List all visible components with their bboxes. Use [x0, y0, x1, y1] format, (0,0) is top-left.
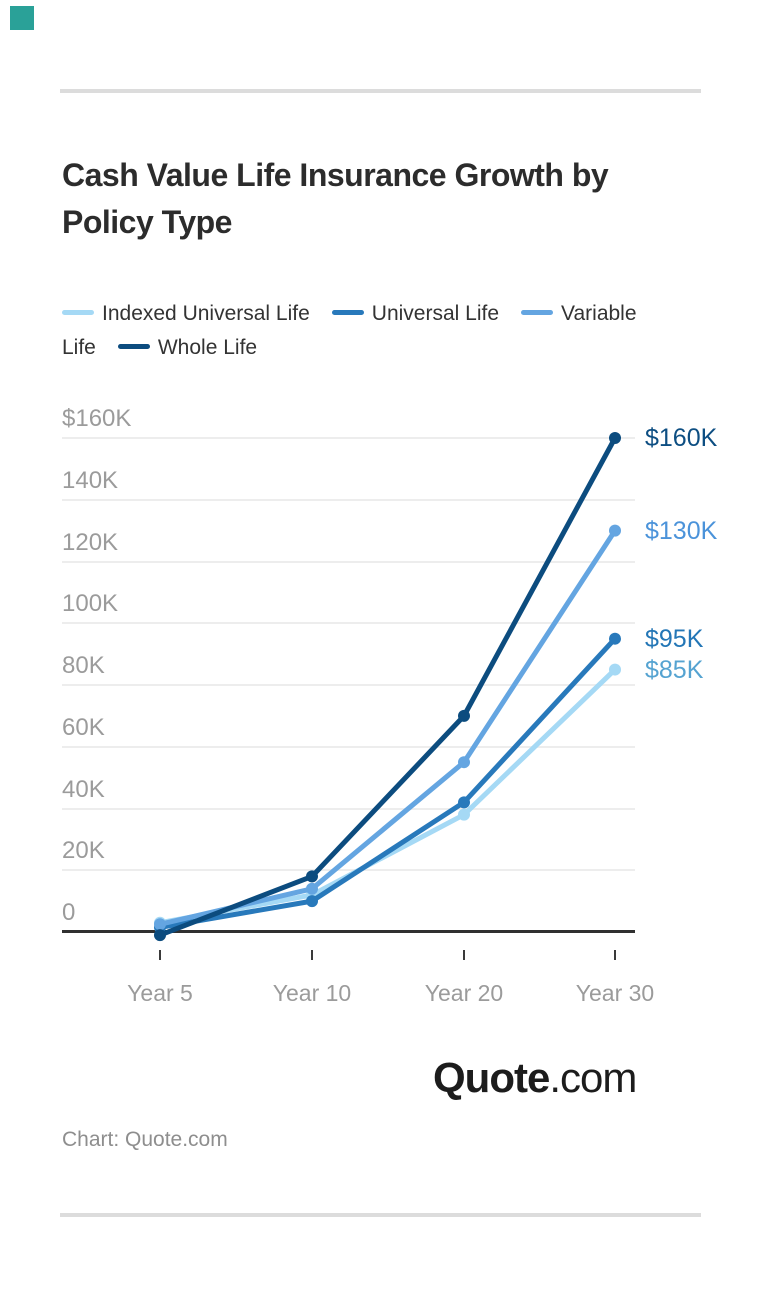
- legend-swatch: [62, 309, 94, 315]
- legend-item: Universal Life: [331, 302, 500, 325]
- logo-suffix-text: .com: [549, 1054, 637, 1101]
- legend-item: Indexed Universal Life: [62, 302, 310, 325]
- x-axis-label: Year 10: [272, 980, 352, 1006]
- y-axis-label: 60K: [62, 713, 105, 741]
- y-grid-line: [62, 437, 635, 439]
- x-axis-label: Year 30: [575, 980, 655, 1006]
- legend-label: Universal Life: [371, 302, 500, 325]
- x-axis-tick: [614, 950, 616, 960]
- data-point: [458, 709, 470, 722]
- legend: Indexed Universal Life Universal Life Vari…: [62, 297, 682, 365]
- x-axis-tick: [159, 950, 161, 960]
- data-point: [154, 916, 166, 929]
- chart-attribution: Chart: Quote.com: [62, 1128, 228, 1151]
- y-axis-label: 80K: [62, 652, 105, 679]
- chart-title: Cash Value Life Insurance Growth by Poli…: [62, 157, 609, 240]
- series-line: [157, 636, 618, 930]
- y-axis-label: 20K: [62, 837, 105, 865]
- x-axis-line: [62, 930, 635, 933]
- series-value-label: $85K: [645, 655, 704, 684]
- series-line: [157, 435, 618, 938]
- y-axis-label: $160K: [62, 405, 132, 432]
- y-grid-line: [62, 745, 635, 748]
- bottom-divider: [60, 1213, 701, 1217]
- quote-logo: Quote.com: [433, 1054, 637, 1102]
- data-point: [458, 808, 470, 821]
- data-point: [609, 632, 621, 645]
- y-grid-line: [62, 560, 635, 563]
- series-line: [157, 667, 618, 926]
- y-axis-label: 120K: [62, 528, 119, 556]
- legend-item: Variable Life: [62, 302, 637, 359]
- series-value-label: $130K: [645, 516, 718, 545]
- series-value-label: $160K: [645, 424, 718, 452]
- data-point: [306, 895, 318, 908]
- legend-swatch: [521, 309, 554, 315]
- data-point: [306, 870, 318, 883]
- data-point: [306, 888, 318, 901]
- logo-bold-text: Quote: [433, 1054, 550, 1101]
- y-axis-label: 100K: [62, 590, 119, 618]
- y-axis-label: 0: [62, 899, 76, 926]
- series-value-label: $95K: [645, 624, 704, 653]
- y-grid-line: [62, 807, 635, 810]
- x-axis-tick: [311, 950, 313, 960]
- legend-swatch: [331, 309, 364, 315]
- legend-swatch: [117, 343, 150, 349]
- y-axis-label: 140K: [62, 466, 119, 494]
- y-grid-line: [62, 684, 635, 686]
- data-point: [609, 663, 621, 676]
- data-point: [609, 524, 621, 537]
- legend-label: Whole Life: [157, 336, 258, 359]
- y-grid-line: [62, 869, 635, 872]
- series-line: [157, 528, 618, 927]
- legend-item: Whole Life: [117, 336, 258, 359]
- accent-square: [10, 6, 34, 30]
- data-point: [306, 882, 318, 895]
- top-divider: [60, 89, 701, 93]
- x-axis-tick: [463, 950, 465, 960]
- data-point: [154, 918, 166, 931]
- legend-label: Indexed Universal Life: [102, 302, 310, 325]
- y-grid-line: [62, 498, 635, 501]
- x-axis-label: Year 20: [424, 980, 504, 1006]
- y-axis-label: 40K: [62, 775, 105, 803]
- legend-label: Variable Life: [62, 302, 637, 359]
- y-grid-line: [62, 622, 635, 625]
- x-axis-label: Year 5: [127, 980, 193, 1006]
- data-point: [458, 756, 470, 769]
